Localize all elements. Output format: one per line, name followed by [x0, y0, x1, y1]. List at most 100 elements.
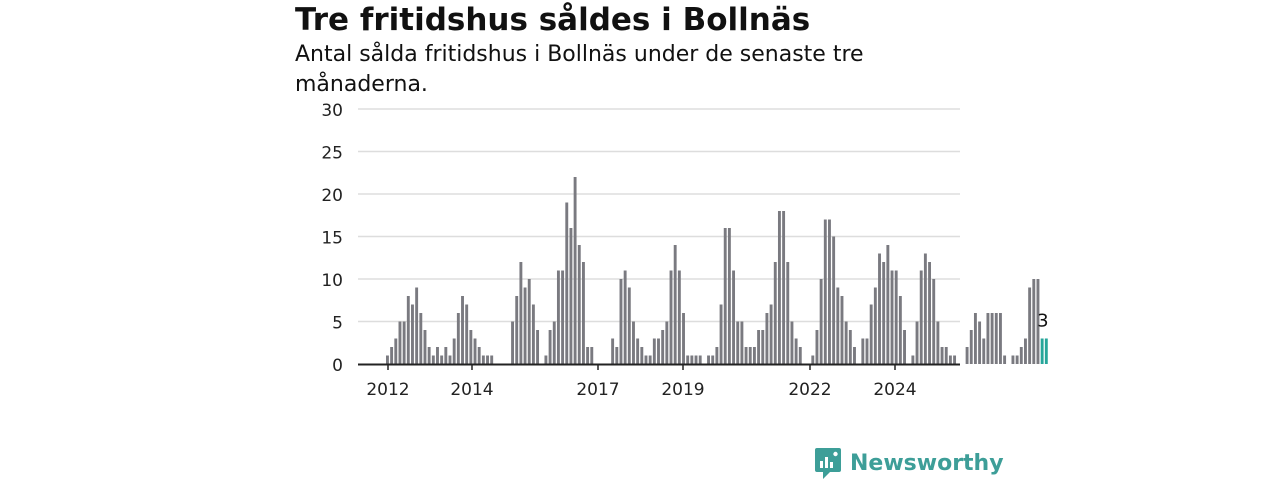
bar	[840, 296, 844, 364]
bar	[727, 228, 731, 364]
newsworthy-icon	[815, 448, 841, 479]
bar	[1028, 287, 1032, 364]
bar	[878, 253, 881, 364]
bar	[552, 321, 556, 364]
bar	[677, 270, 681, 364]
bar	[986, 313, 990, 364]
bar	[440, 355, 444, 364]
bar	[527, 279, 531, 364]
bar	[719, 304, 723, 364]
bar	[1032, 279, 1036, 364]
bar	[390, 347, 394, 364]
x-tick-labels: 2012 2014 2017 2019 2022 2024	[366, 364, 917, 400]
bar	[761, 330, 765, 364]
bar	[782, 211, 786, 364]
bar	[994, 313, 998, 364]
bar	[661, 330, 665, 364]
bar	[886, 245, 890, 364]
bar	[611, 338, 615, 364]
last-value-label: 3	[1037, 311, 1048, 332]
newsworthy-logo: Newsworthy	[814, 446, 1004, 480]
bar	[523, 287, 527, 364]
x-tick-label: 2017	[576, 380, 619, 400]
bar	[969, 330, 973, 364]
bar	[732, 270, 736, 364]
bar	[461, 296, 464, 364]
bar	[569, 228, 573, 364]
x-tick-label: 2012	[366, 380, 409, 400]
bar	[861, 338, 865, 364]
bar	[586, 347, 590, 364]
bar	[1011, 355, 1015, 364]
bar	[644, 355, 648, 364]
bar	[481, 355, 485, 364]
bar	[640, 347, 644, 364]
brand-name: Newsworthy	[850, 450, 1004, 476]
bar	[978, 321, 982, 364]
bar	[757, 330, 761, 364]
bar	[736, 321, 740, 364]
x-tick-label: 2022	[788, 380, 831, 400]
bar	[953, 355, 957, 364]
bar	[448, 355, 452, 364]
bar	[577, 245, 581, 364]
bar	[544, 355, 548, 364]
y-tick-label: 30	[321, 101, 343, 121]
bar	[711, 355, 715, 364]
bar	[765, 313, 769, 364]
bar	[548, 330, 552, 364]
bar	[844, 321, 848, 364]
bar	[915, 321, 919, 364]
bar	[903, 330, 906, 364]
bar	[561, 270, 565, 364]
bar	[394, 338, 398, 364]
bar	[511, 321, 514, 364]
bar	[828, 219, 831, 364]
bar	[928, 262, 931, 364]
bar	[1036, 279, 1040, 364]
y-tick-label: 0	[332, 356, 343, 376]
bar	[1024, 338, 1027, 364]
bar	[1015, 355, 1019, 364]
bar	[402, 321, 406, 364]
bar	[427, 347, 431, 364]
bar	[411, 304, 414, 364]
bar	[740, 321, 744, 364]
bar	[823, 219, 827, 364]
bar	[436, 347, 439, 364]
bar	[865, 338, 869, 364]
bar	[1044, 338, 1048, 364]
bar	[565, 202, 569, 364]
bar	[948, 355, 952, 364]
bar	[744, 347, 748, 364]
bar	[894, 270, 898, 364]
bar	[898, 296, 902, 364]
bar	[531, 304, 535, 364]
bar	[882, 262, 886, 364]
bar	[473, 338, 477, 364]
bar	[648, 355, 652, 364]
bar	[836, 287, 840, 364]
bar	[673, 245, 677, 364]
bar	[811, 355, 815, 364]
bar	[752, 347, 756, 364]
bar	[794, 338, 798, 364]
bar	[940, 347, 944, 364]
bar	[923, 253, 927, 364]
bar	[790, 321, 794, 364]
bar	[890, 270, 894, 364]
bar	[848, 330, 852, 364]
bar	[990, 313, 994, 364]
bar	[773, 262, 777, 364]
bar	[386, 355, 389, 364]
bar	[515, 296, 519, 364]
bar	[686, 355, 690, 364]
bar	[786, 262, 790, 364]
bar	[777, 211, 781, 364]
bar	[873, 287, 877, 364]
y-tick-label: 10	[321, 271, 343, 291]
bar	[398, 321, 402, 364]
bar	[419, 313, 423, 364]
bar	[998, 313, 1002, 364]
